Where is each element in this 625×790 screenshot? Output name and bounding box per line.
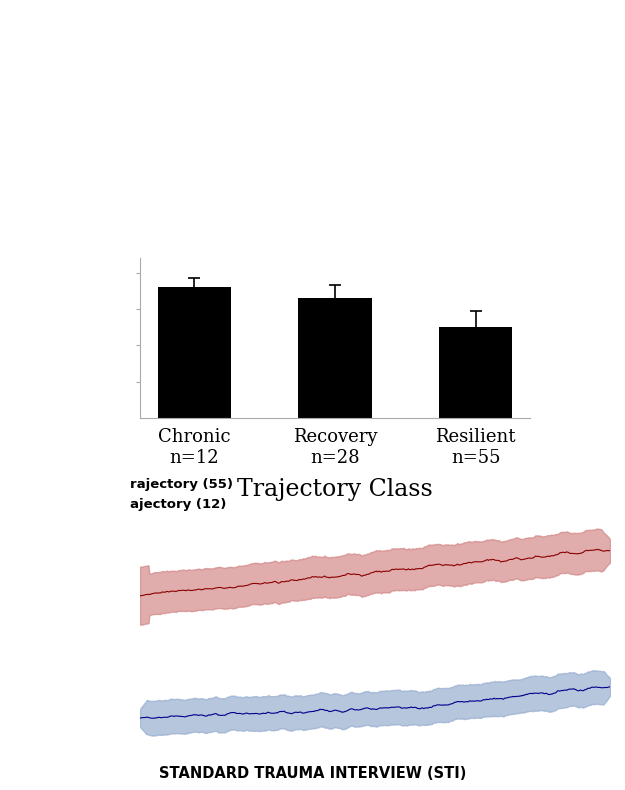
X-axis label: Trajectory Class: Trajectory Class [237,478,433,501]
Bar [298,298,372,418]
Text: STANDARD TRAUMA INTERVIEW (STI): STANDARD TRAUMA INTERVIEW (STI) [159,766,466,781]
Text: ajectory (12): ajectory (12) [130,498,226,511]
Text: rajectory (55): rajectory (55) [130,478,233,491]
Bar [158,287,231,418]
Bar [439,327,512,418]
